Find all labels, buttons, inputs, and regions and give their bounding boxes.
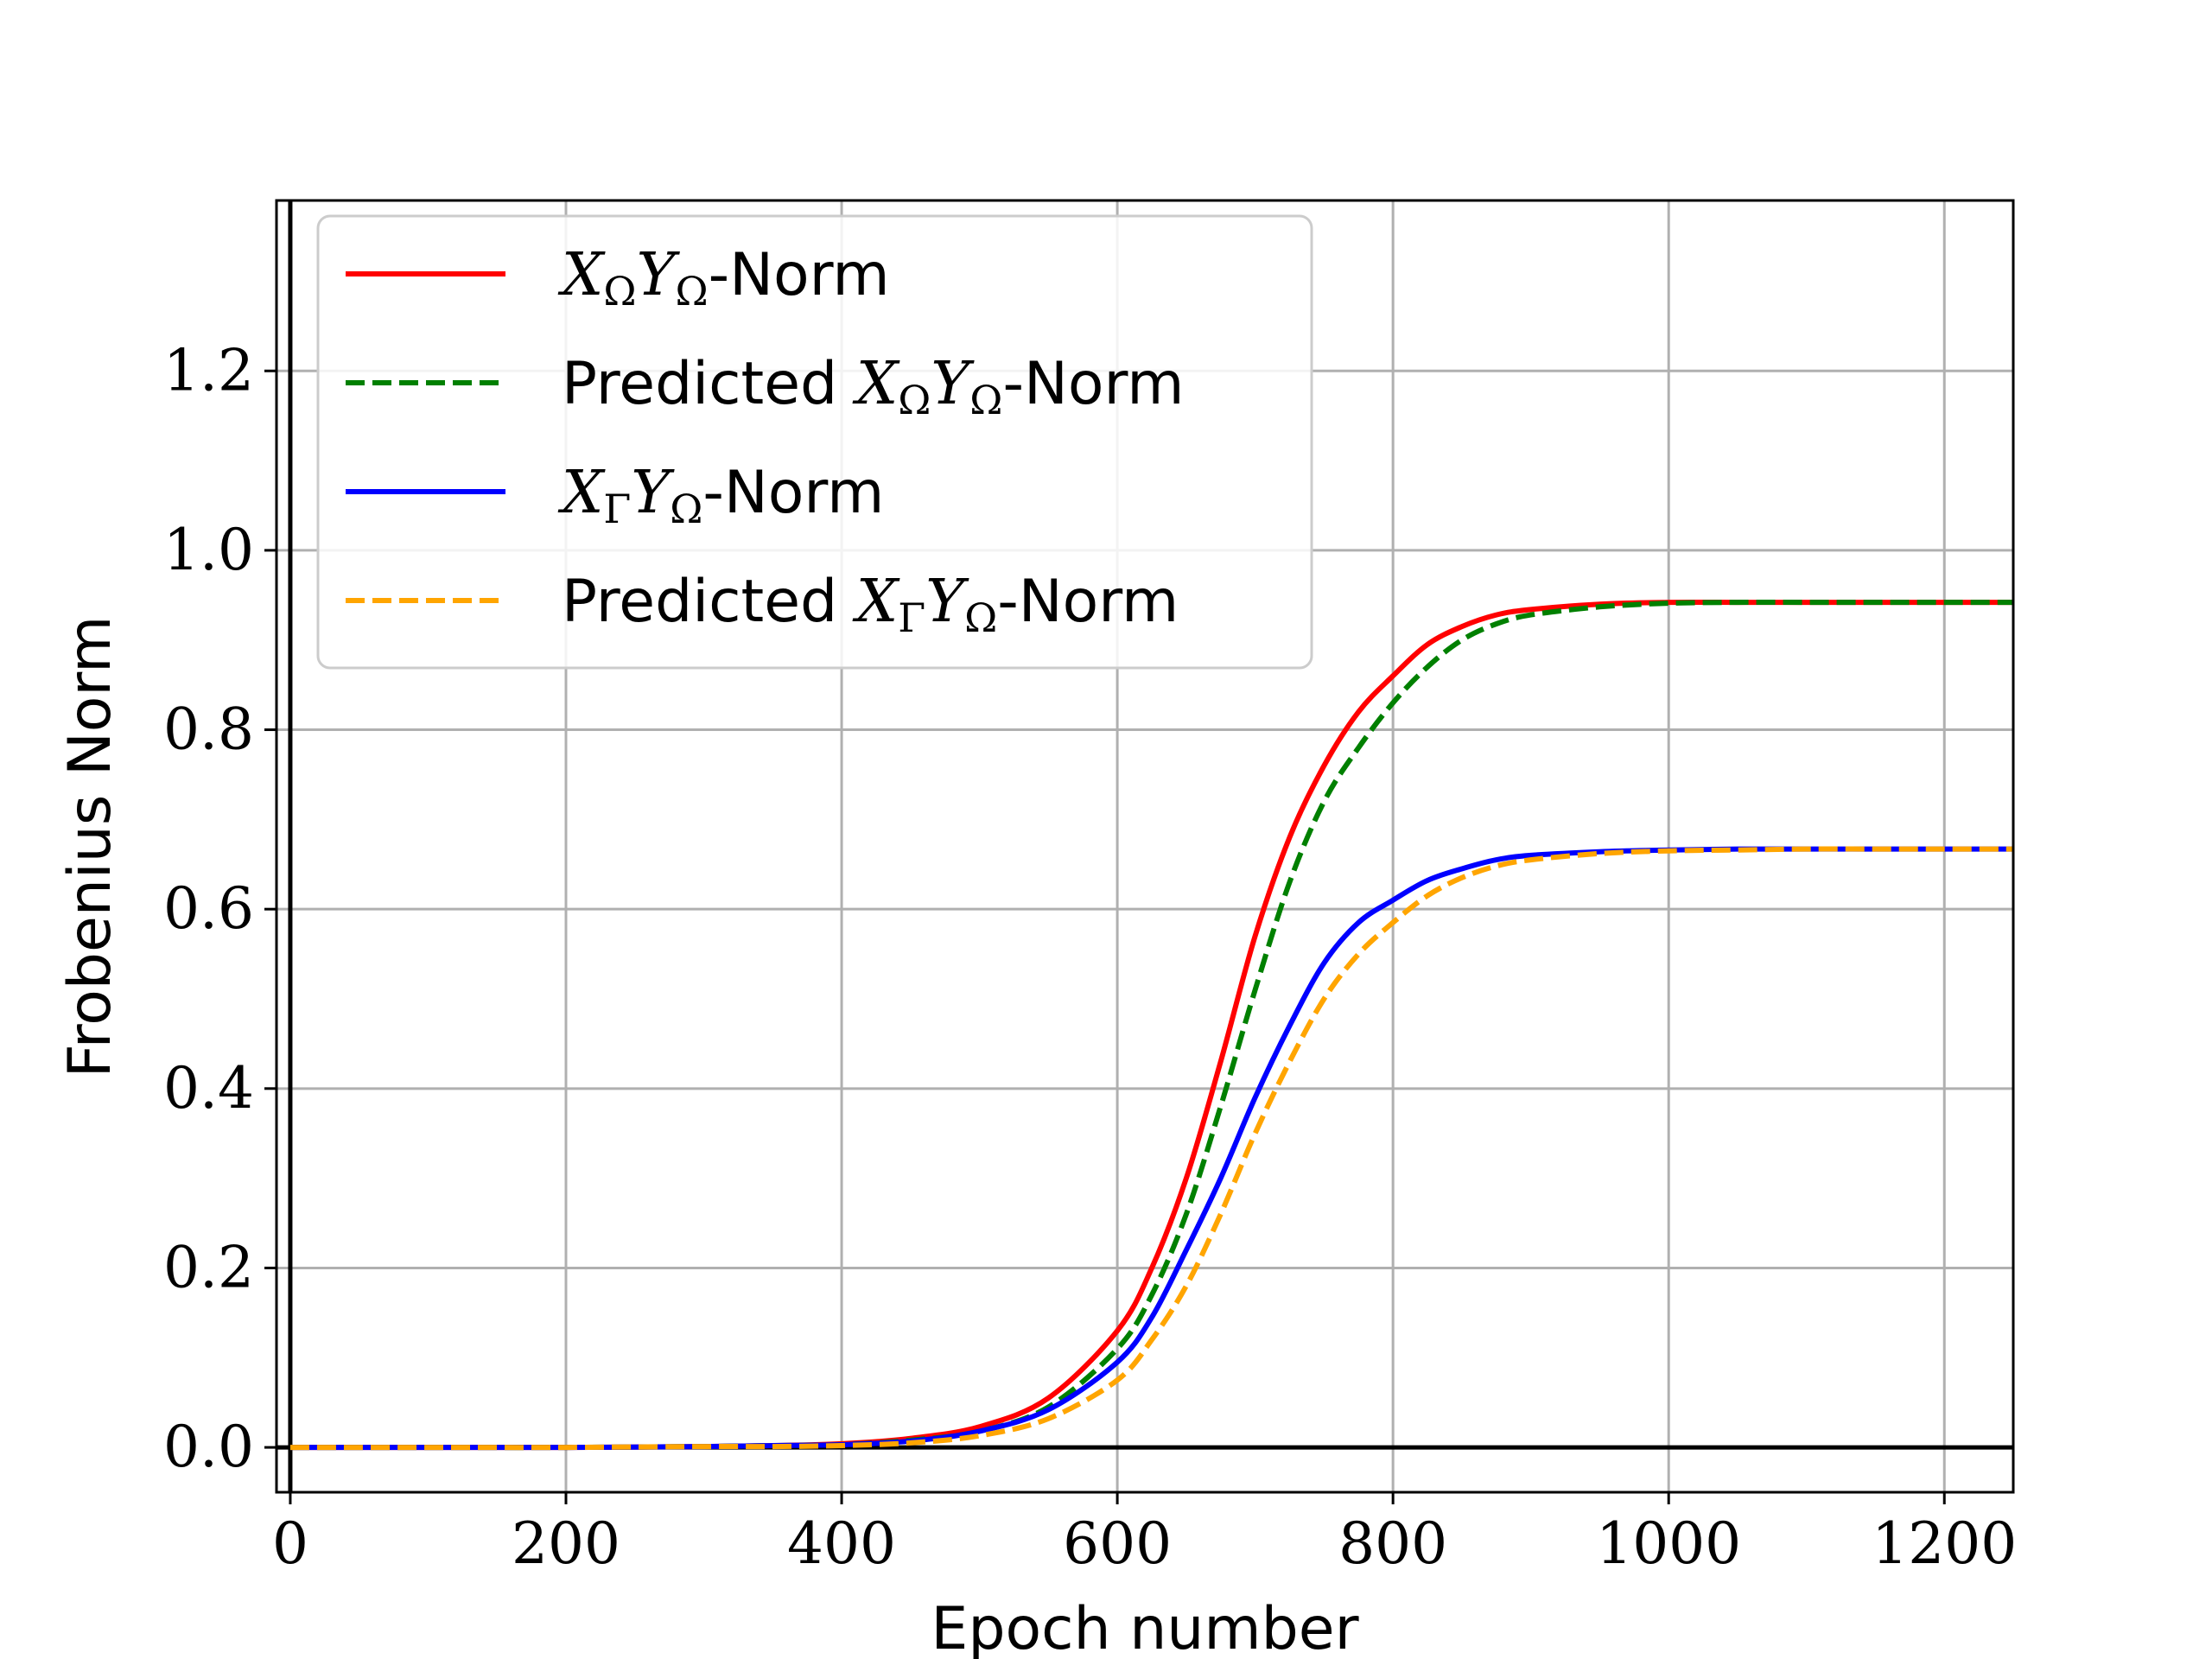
x-tick-label-1: 200 [512,1510,620,1577]
legend-label-0: XΩYΩ-Norm [557,241,890,315]
x-tick-label-4: 800 [1338,1510,1447,1577]
y-axis-ticks: 0.0 0.2 0.4 0.6 0.8 1.0 1.2 [163,337,276,1480]
x-tick-label-6: 1200 [1872,1510,2017,1577]
y-tick-label-4: 0.8 [163,696,254,763]
x-axis-ticks: 0 200 400 600 800 1000 1200 [272,1492,2017,1577]
y-tick-label-3: 0.6 [163,875,254,942]
x-tick-label-0: 0 [272,1510,308,1577]
legend-label-2: XΓYΩ-Norm [557,459,884,532]
y-tick-label-1: 0.2 [163,1234,254,1300]
legend: XΩYΩ-Norm Predicted XΩYΩ-Norm XΓYΩ-Norm Pre… [316,214,1313,670]
y-tick-label-0: 0.0 [163,1414,254,1480]
y-tick-label-2: 0.4 [163,1055,254,1122]
x-tick-label-5: 1000 [1596,1510,1741,1577]
legend-box [316,214,1313,670]
legend-label-3: Predicted XΓYΩ-Norm [562,568,1179,641]
plot-frame [275,199,2015,1494]
series-line-3 [289,846,2013,1451]
x-axis-title: Epoch number [931,1595,1358,1659]
series-layer [289,599,2013,1451]
y-tick-label-6: 1.2 [163,337,254,404]
x-tick-label-2: 400 [787,1510,896,1577]
legend-label-1: Predicted XΩYΩ-Norm [562,350,1184,423]
y-axis-title: Frobenius Norm [56,616,124,1078]
y-tick-label-5: 1.0 [163,517,254,583]
x-tick-label-3: 600 [1063,1510,1172,1577]
